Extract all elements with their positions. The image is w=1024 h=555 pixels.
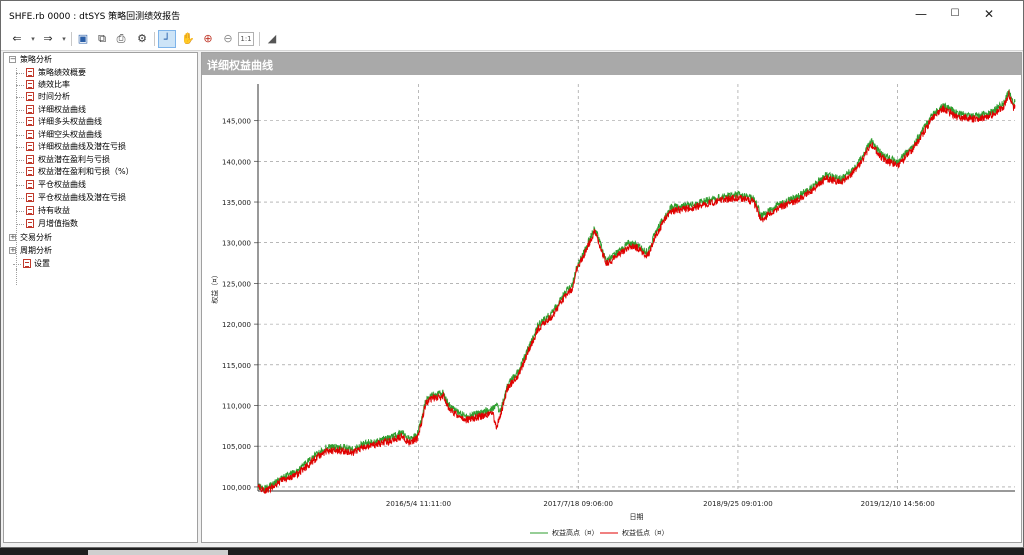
zoom-out-icon[interactable]: ⊖ bbox=[223, 32, 233, 45]
chart-page-icon bbox=[26, 193, 34, 202]
chart-page-icon bbox=[26, 219, 34, 228]
minimize-button[interactable]: — bbox=[915, 7, 927, 21]
zoom-actual-size-icon[interactable]: 1:1 bbox=[238, 32, 254, 46]
settings-page-icon bbox=[23, 259, 31, 268]
tree-node-label: 详细权益曲线 bbox=[38, 105, 86, 114]
y-tick-label: 140,000 bbox=[222, 158, 251, 166]
equity-high-series-line bbox=[257, 88, 1016, 493]
y-axis-label: 权益（¤） bbox=[210, 271, 219, 303]
chart-page-icon bbox=[26, 167, 34, 176]
chart-page-icon bbox=[26, 142, 34, 151]
y-tick-label: 130,000 bbox=[222, 240, 251, 248]
expand-toggle-icon[interactable]: + bbox=[9, 233, 16, 241]
forward-icon[interactable]: ⇒ bbox=[43, 32, 53, 45]
equity-curve-chart[interactable]: 100,000 105,000 110,000 115,000 120,000 125,0… bbox=[202, 75, 1022, 542]
toolbar-separator bbox=[154, 32, 155, 46]
expand-toggle-icon[interactable]: + bbox=[9, 246, 16, 254]
y-tick-label: 135,000 bbox=[222, 199, 251, 207]
tree-node-label: 绩效比率 bbox=[38, 80, 70, 89]
tree-node-label: 时间分析 bbox=[38, 92, 70, 101]
x-tick-label: 2016/5/4 11:11:00 bbox=[386, 500, 451, 508]
tree-node-label: 周期分析 bbox=[20, 246, 52, 255]
y-tick-label: 110,000 bbox=[222, 403, 251, 411]
y-tick-label: 100,000 bbox=[222, 484, 251, 492]
tree-node-label: 交易分析 bbox=[20, 233, 52, 242]
legend-label: 权益高点（¤） bbox=[552, 528, 598, 537]
cursor-select-icon[interactable]: ┘ bbox=[158, 30, 176, 48]
report-page-icon bbox=[26, 68, 34, 77]
zoom-in-icon[interactable]: ⊕ bbox=[203, 32, 213, 45]
pan-hand-icon[interactable]: ✋ bbox=[181, 32, 195, 45]
tree-node-label: 平仓权益曲线及潜在亏损 bbox=[38, 193, 126, 202]
chart-page-icon bbox=[26, 130, 34, 139]
chart-page-icon bbox=[26, 117, 34, 126]
y-tick-label: 120,000 bbox=[222, 321, 251, 329]
tree-node-label: 详细多头权益曲线 bbox=[38, 117, 102, 126]
tree-node-label: 权益潜在盈利和亏损（%） bbox=[38, 167, 134, 176]
toolbar-separator bbox=[259, 32, 260, 46]
collapse-toggle-icon[interactable]: − bbox=[9, 55, 16, 63]
equity-low-series-line bbox=[257, 90, 1016, 494]
taskbar-strip bbox=[88, 550, 228, 555]
tree-node-label: 月增值指数 bbox=[38, 219, 78, 228]
window-title: SHFE.rb 0000 : dtSYS 策略回测绩效报告 bbox=[9, 12, 181, 22]
legend-label: 权益低点（¤） bbox=[622, 528, 668, 537]
tree-node-label: 持有收益 bbox=[38, 206, 70, 215]
tree-node-label: 详细权益曲线及潜在亏损 bbox=[38, 142, 126, 151]
maximize-button[interactable]: ☐ bbox=[950, 8, 960, 19]
report-tree: − 策略分析 策略绩效概要 绩效比率 时间分析 详细权益曲线 详细多头权益曲线 bbox=[3, 52, 198, 543]
tree-node-label: 设置 bbox=[34, 259, 50, 268]
tree-node-label: 权益潜在盈利与亏损 bbox=[38, 155, 110, 164]
settings-icon[interactable]: ⚙ bbox=[137, 32, 147, 45]
x-tick-label: 2018/9/25 09:01:00 bbox=[703, 500, 773, 508]
title-bar: SHFE.rb 0000 : dtSYS 策略回测绩效报告 — ☐ ✕ bbox=[1, 1, 1023, 27]
report-page-icon bbox=[26, 92, 34, 101]
chart-panel: 详细权益曲线 100,000 105,000 110,000 115,000 120,0… bbox=[201, 52, 1022, 543]
close-button[interactable]: ✕ bbox=[983, 7, 995, 21]
back-icon[interactable]: ⇐ bbox=[12, 32, 22, 45]
tree-node-label: 策略绩效概要 bbox=[38, 68, 86, 77]
report-page-icon bbox=[26, 80, 34, 89]
back-dropdown-icon[interactable]: ▾ bbox=[31, 35, 35, 43]
save-icon[interactable]: ▣ bbox=[77, 32, 89, 45]
print-icon[interactable]: ⎙ bbox=[116, 32, 126, 45]
y-tick-label: 125,000 bbox=[222, 280, 251, 288]
tree-node-label: 平仓权益曲线 bbox=[38, 180, 86, 189]
zoom-fit-icon[interactable]: ◢ bbox=[267, 32, 277, 45]
tree-node-label: 详细空头权益曲线 bbox=[38, 130, 102, 139]
chart-page-icon bbox=[26, 155, 34, 164]
tree-node-label: 策略分析 bbox=[20, 55, 52, 64]
y-tick-label: 105,000 bbox=[222, 443, 251, 451]
chart-panel-title: 详细权益曲线 bbox=[207, 59, 273, 72]
x-axis-label: 日期 bbox=[630, 513, 644, 521]
tree-connector bbox=[16, 68, 17, 269]
forward-dropdown-icon[interactable]: ▾ bbox=[62, 35, 66, 43]
chart-page-icon bbox=[26, 105, 34, 114]
y-tick-label: 145,000 bbox=[222, 118, 251, 126]
chart-page-icon bbox=[26, 206, 34, 215]
x-tick-label: 2017/7/18 09:06:00 bbox=[543, 500, 613, 508]
x-tick-label: 2019/12/10 14:56:00 bbox=[861, 500, 935, 508]
toolbar: ⇐ ▾ ⇒ ▾ ▣ ⧉ ⎙ ⚙ ┘ ✋ ⊕ ⊖ 1:1 ◢ bbox=[1, 27, 1023, 51]
toolbar-separator bbox=[71, 32, 72, 46]
y-tick-label: 115,000 bbox=[222, 362, 251, 370]
copy-icon[interactable]: ⧉ bbox=[98, 32, 106, 45]
tree-connector bbox=[16, 269, 17, 285]
chart-page-icon bbox=[26, 180, 34, 189]
chart-panel-header: 详细权益曲线 bbox=[202, 53, 1021, 75]
